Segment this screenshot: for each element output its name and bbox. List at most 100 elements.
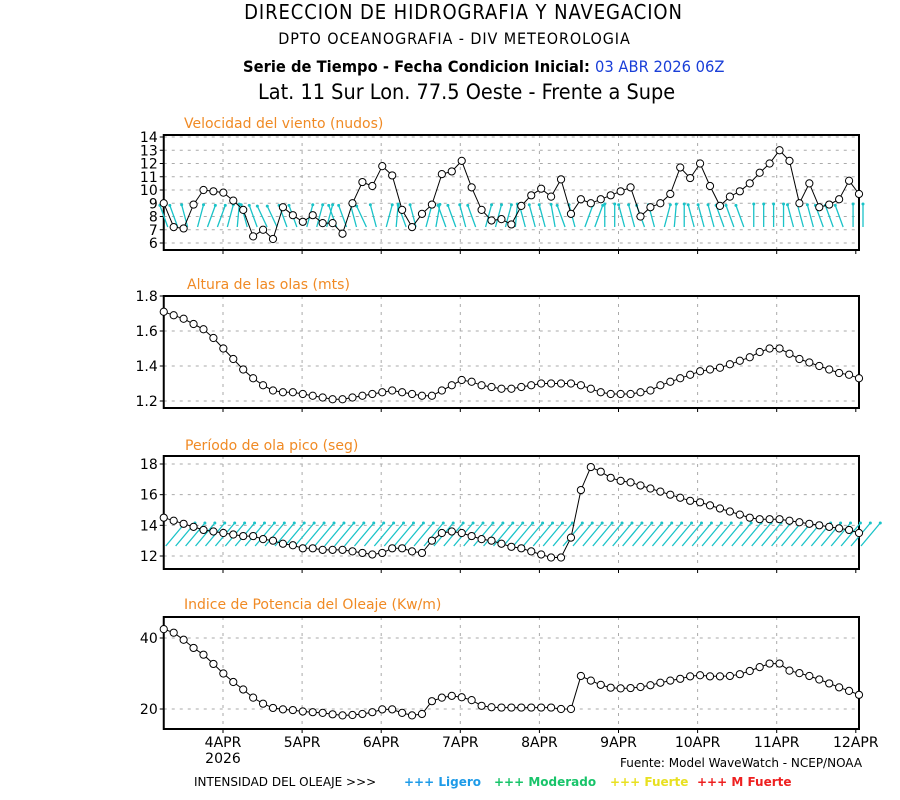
direction-arrow-head [501,521,505,525]
data-point [507,703,516,712]
data-point [616,389,625,399]
direction-arrow [771,522,792,547]
direction-arrow-head [362,521,366,525]
data-point [457,156,466,165]
data-point [437,170,446,179]
direction-arrow-head [630,521,634,525]
direction-arrow-head [805,203,809,207]
data-point [606,473,615,482]
data-point [537,550,546,559]
direction-arrow-head [490,203,494,207]
direction-arrow-head [431,521,435,525]
data-point [765,159,774,168]
data-point [844,686,854,695]
data-point [835,683,844,692]
data-point [576,381,586,390]
direction-arrow-head [408,203,412,207]
data-point [358,548,367,558]
data-point [636,682,645,692]
panel-title: Período de ola pico (seg) [185,438,358,454]
direction-arrow-head [719,521,723,525]
legend-item: +++ M Fuerte [697,775,792,789]
data-point [457,693,466,702]
x-tick-label: 6APR [363,735,400,751]
direction-arrow-head [337,203,341,207]
data-point [318,545,327,554]
data-point [854,189,864,199]
direction-arrow-head [342,521,346,525]
direction-arrow [796,204,805,228]
direction-arrow-head [436,203,440,207]
data-point [338,545,347,554]
data-point [308,211,317,220]
data-point [646,386,655,395]
direction-arrow-head [180,203,184,207]
direction-arrow [632,522,653,547]
direction-arrow [356,205,367,228]
data-point [398,205,407,214]
data-point [556,704,566,714]
data-point [556,175,566,184]
direction-arrow [473,522,494,547]
direction-arrow [338,205,348,228]
direction-arrow-head [549,202,553,206]
direction-arrow-head [537,203,541,207]
data-point [745,179,754,188]
data-point [199,185,208,195]
direction-arrow-head [458,203,462,207]
panel-1: Velocidad del viento (nudos) 678910111213… [140,116,865,254]
direction-arrow-head [332,521,336,525]
direction-arrow-head [392,521,396,525]
y-tick-label: 12 [140,549,158,565]
data-point [288,211,297,220]
direction-arrow [502,522,524,547]
data-point [815,361,824,371]
direction-arrow-head [441,521,445,525]
data-point [735,670,744,679]
direction-arrow [413,522,434,547]
direction-arrow [264,522,285,547]
direction-arrow-head [466,203,470,207]
data-point [596,195,605,204]
data-point [477,205,486,214]
direction-arrow [618,204,626,228]
data-point [189,200,198,209]
data-point [398,388,407,397]
x-tick-label: 5APR [284,735,321,751]
data-point [785,666,794,675]
legend-item: +++ Moderado [494,775,596,789]
x-tick-label: 10APR [675,735,721,751]
data-point [209,659,218,669]
y-tick-label: 1.4 [135,359,157,375]
direction-arrow [691,522,712,547]
direction-arrow [254,522,275,547]
data-point [427,697,437,706]
direction-arrow [735,205,745,228]
data-point [398,708,407,718]
data-point [258,699,268,708]
data-point [527,547,536,556]
data-point [477,701,486,710]
data-point [606,683,615,692]
data-point [239,205,248,214]
data-point [566,704,576,714]
data-point [298,707,307,716]
x-tick-label: 8APR [521,735,558,751]
data-point [745,513,754,522]
data-point [407,711,417,720]
intensity-label: INTENSIDAD DEL OLEAJE >>> [194,775,376,789]
data-point [686,370,695,379]
direction-arrow [840,522,861,547]
data-point [547,703,556,712]
direction-arrow-head [390,203,394,207]
data-point [686,173,695,183]
direction-arrow-head [878,521,882,525]
data-point [328,545,337,554]
data-point [666,676,675,685]
data-point [229,677,238,687]
direction-arrow-head [551,521,555,525]
direction-arrow [159,205,169,228]
data-point [308,391,317,400]
data-point [695,671,705,680]
